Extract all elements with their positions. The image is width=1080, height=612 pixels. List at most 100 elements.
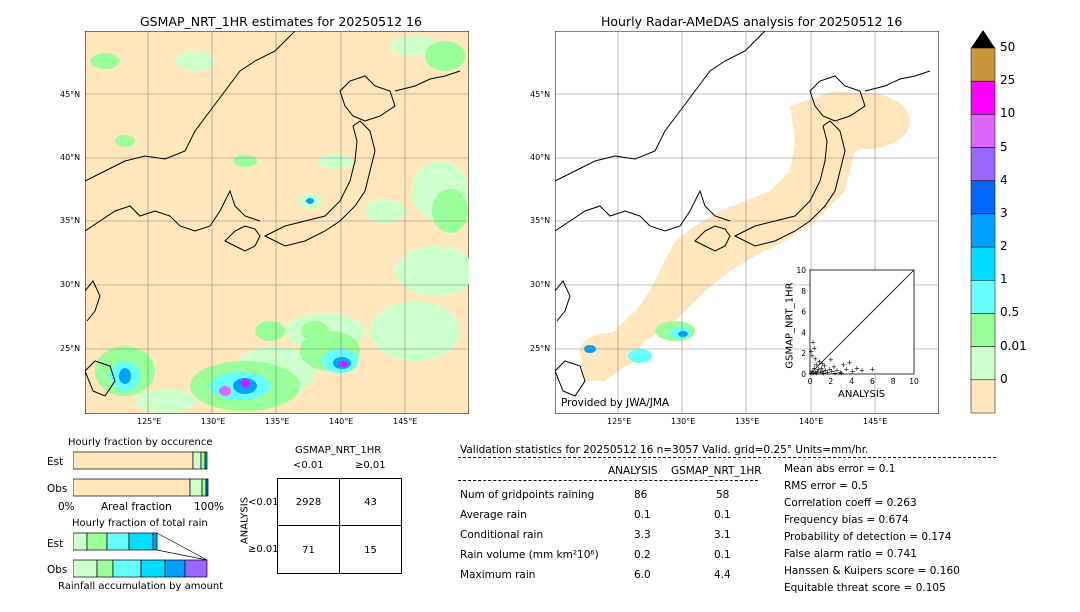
colorbar-label: 0.01 [1000, 338, 1027, 353]
validation-row-analysis: 86 [634, 489, 648, 501]
scatter-xlabel: ANALYSIS [838, 389, 886, 400]
scatter-point: + [809, 367, 815, 375]
scatter-point: + [809, 352, 815, 360]
right-map [555, 31, 939, 414]
left-lat-tick: 40°N [60, 153, 81, 162]
scatter-x-tick: 0 [808, 377, 813, 386]
scatter-point: + [854, 364, 860, 372]
scatter-point: + [810, 338, 816, 346]
validation-col-gsmap: GSMAP_NRT_1HR [671, 465, 762, 477]
colorbar-block [970, 246, 996, 281]
scatter-y-tick: 6 [801, 308, 806, 317]
colorbar-extend-arrow [971, 30, 995, 48]
scatter-x-tick: 10 [909, 377, 919, 386]
validation-row-gsmap: 3.1 [714, 529, 731, 541]
scatter-point: + [838, 369, 844, 377]
validation-row-analysis: 6.0 [634, 569, 651, 581]
contingency-col-lt: <0.01 [293, 460, 324, 471]
score-line: Frequency bias = 0.674 [784, 514, 909, 526]
validation-row-analysis: 0.2 [634, 549, 651, 561]
colorbar-block [970, 379, 996, 414]
occurrence-bars [73, 451, 209, 497]
scatter-point: + [810, 369, 816, 377]
total-title: Hourly fraction of total rain [72, 518, 208, 529]
scatter-point: + [850, 367, 856, 375]
colorbar-label: 2 [1000, 239, 1008, 254]
colorbar-label: 0.5 [1000, 305, 1020, 320]
scatter-point: + [817, 368, 823, 376]
scatter-point: + [819, 364, 825, 372]
left-lat-tick: 35°N [60, 216, 81, 225]
right-lat-tick: 30°N [530, 280, 551, 289]
radar-rain [584, 321, 695, 363]
total-footer: Rainfall accumulation by amount [58, 581, 224, 592]
scatter-x-tick: 2 [828, 377, 833, 386]
validation-col-analysis: ANALYSIS [608, 465, 658, 477]
scatter-y-tick: 2 [801, 349, 806, 358]
occurrence-axis-right: 100% [194, 501, 225, 513]
score-line: Mean abs error = 0.1 [784, 463, 896, 475]
validation-table-rule [458, 480, 758, 481]
scatter-point: + [813, 361, 819, 369]
contingency-cell: 71 [277, 525, 340, 574]
scatter-point: + [837, 368, 843, 376]
contingency-cell: 2928 [277, 478, 340, 526]
scatter-point: + [869, 365, 875, 373]
validation-row-gsmap: 0.1 [714, 549, 731, 561]
colorbar-label: 10 [1000, 106, 1016, 121]
scatter-point: + [814, 367, 820, 375]
left-map-title: GSMAP_NRT_1HR estimates for 20250512 16 [140, 14, 422, 29]
left-lon-tick: 125°E [137, 417, 162, 426]
score-line: Probability of detection = 0.174 [784, 531, 952, 543]
total-row-obs: Obs [47, 564, 68, 576]
validation-header: Validation statistics for 20250512 16 n=… [460, 444, 869, 456]
scatter-x-tick: 8 [891, 377, 896, 386]
contingency-cell: 15 [339, 525, 402, 574]
colorbar-block [970, 47, 996, 82]
colorbar-block [970, 280, 996, 314]
scatter-point: + [820, 360, 826, 368]
validation-header-rule [458, 457, 996, 458]
scatter-point: + [808, 369, 814, 377]
scatter-plot: +++++++++++++++++++++++++ + +++++++++ + + + 0… [796, 266, 919, 386]
scatter-point: + [813, 369, 819, 377]
scatter-point: + [825, 368, 831, 376]
validation-row-gsmap: 4.4 [714, 569, 731, 581]
scatter-point: + [812, 368, 818, 376]
right-lat-tick: 45°N [530, 90, 551, 99]
score-line: Equitable threat score = 0.105 [784, 582, 946, 594]
occurrence-axis-left: 0% [58, 501, 75, 513]
left-lat-tick: 45°N [60, 90, 81, 99]
scatter-y-tick: 10 [796, 266, 806, 275]
scatter-point: + [808, 348, 814, 356]
colorbar-blocks [970, 47, 996, 414]
colorbar-block [970, 213, 996, 248]
scatter-x-tick: 6 [870, 377, 875, 386]
left-lat-tick: 30°N [60, 280, 81, 289]
left-lon-tick: 145°E [393, 417, 418, 426]
right-map-title: Hourly Radar-AMeDAS analysis for 2025051… [601, 14, 903, 29]
scatter-y-tick: 0 [801, 370, 806, 379]
colorbar-block [970, 147, 996, 181]
right-map-credit: Provided by JWA/JMA [561, 397, 670, 409]
right-lat-tick: 40°N [530, 153, 551, 162]
occurrence-row-est: Est [47, 456, 64, 468]
left-lon-tick: 130°E [201, 417, 226, 426]
left-map [85, 31, 469, 414]
validation-row-label: Num of gridpoints raining [460, 489, 595, 501]
scatter-point: + [840, 361, 846, 369]
right-lon-tick: 130°E [671, 417, 696, 426]
scatter-point: + [815, 365, 821, 373]
scatter-point: + [827, 365, 833, 373]
scatter-point: + [831, 363, 837, 371]
scatter-y-tick: 8 [801, 287, 806, 296]
scatter-point: + [821, 369, 827, 377]
score-line: False alarm ratio = 0.741 [784, 548, 917, 560]
validation-row-label: Average rain [460, 509, 527, 521]
scatter-point: + [822, 362, 828, 370]
right-lon-tick: 135°E [735, 417, 760, 426]
right-lon-tick: 125°E [607, 417, 632, 426]
scatter-point: + [832, 369, 838, 377]
radar-coverage [580, 91, 910, 381]
scatter-point: + [829, 367, 835, 375]
